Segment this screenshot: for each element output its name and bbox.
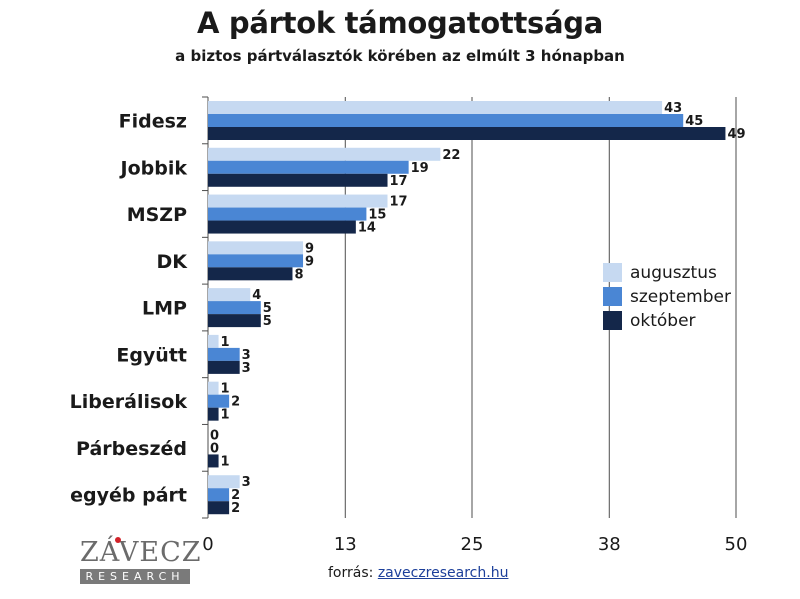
data-label-mszp-szeptember: 15 — [368, 208, 386, 223]
category-label-lmp: LMP — [142, 298, 187, 320]
data-label-egyutt-szeptember: 3 — [242, 348, 251, 363]
bar-jobbik-szeptember — [208, 160, 409, 174]
chart-subtitle: a biztos pártválasztók körében az elmúlt… — [175, 47, 625, 65]
bar-liberalisok-augusztus — [208, 381, 219, 395]
bar-egyutt-oktober — [208, 360, 240, 374]
bar-fidesz-oktober — [208, 127, 726, 140]
x-tick-label-38: 38 — [598, 534, 621, 555]
bar-egyutt-szeptember — [208, 347, 240, 361]
data-label-jobbik-szeptember: 19 — [411, 161, 429, 176]
x-tick-label-0: 0 — [202, 534, 213, 555]
legend-label-szeptember: szeptember — [630, 287, 731, 307]
data-label-egyeb-part-szeptember: 2 — [231, 488, 240, 503]
data-label-parbeszed-augusztus: 0 — [210, 428, 219, 443]
data-label-liberalisok-augusztus: 1 — [221, 382, 230, 397]
bar-mszp-augusztus — [208, 194, 388, 208]
data-label-mszp-augusztus: 17 — [390, 195, 408, 210]
zavecz-research-logo: ZÁVECZ RESEARCH — [80, 537, 202, 587]
bar-egyeb-part-oktober — [208, 501, 230, 515]
data-label-lmp-augusztus: 4 — [252, 288, 261, 303]
legend-label-oktober: október — [630, 311, 696, 331]
data-label-egyutt-oktober: 3 — [242, 361, 251, 376]
category-label-liberalisok: Liberálisok — [70, 391, 188, 413]
data-label-egyutt-augusztus: 1 — [221, 335, 230, 350]
source-link[interactable]: zaveczresearch.hu — [377, 565, 509, 581]
data-label-fidesz-szeptember: 45 — [685, 114, 703, 129]
bar-dk-szeptember — [208, 254, 304, 268]
data-label-dk-szeptember: 9 — [305, 254, 314, 269]
category-label-dk: DK — [157, 251, 189, 273]
x-tick-label-25: 25 — [461, 534, 484, 555]
legend-swatch-oktober — [603, 311, 622, 330]
category-label-mszp: MSZP — [127, 204, 187, 226]
legend-label-augusztus: augusztus — [630, 263, 717, 283]
data-label-parbeszed-szeptember: 0 — [210, 441, 219, 456]
bar-lmp-oktober — [208, 314, 261, 328]
data-label-liberalisok-oktober: 1 — [221, 408, 230, 423]
data-label-egyeb-part-oktober: 2 — [231, 501, 240, 516]
legend-swatch-augusztus — [603, 263, 622, 282]
bar-lmp-szeptember — [208, 301, 261, 315]
bar-parbeszed-oktober — [208, 454, 219, 468]
data-label-lmp-szeptember: 5 — [263, 301, 272, 316]
bar-dk-oktober — [208, 267, 293, 281]
category-label-fidesz: Fidesz — [119, 111, 187, 133]
data-label-liberalisok-szeptember: 2 — [231, 395, 240, 410]
logo-wordmark: ZÁVECZ — [80, 537, 202, 568]
data-label-mszp-oktober: 14 — [358, 221, 376, 236]
logo-red-dot — [115, 537, 121, 543]
data-label-fidesz-oktober: 49 — [727, 127, 745, 142]
data-label-jobbik-oktober: 17 — [390, 174, 408, 189]
data-label-egyeb-part-augusztus: 3 — [242, 475, 251, 490]
data-label-jobbik-augusztus: 22 — [442, 148, 460, 163]
bar-mszp-oktober — [208, 220, 356, 234]
category-label-egyutt: Együtt — [116, 344, 187, 366]
bar-egyeb-part-szeptember — [208, 488, 230, 502]
category-label-jobbik: Jobbik — [119, 157, 188, 179]
bar-egyeb-part-augusztus — [208, 475, 240, 489]
category-label-egyeb-part: egyéb párt — [70, 485, 187, 507]
bar-mszp-szeptember — [208, 207, 367, 221]
category-label-parbeszed: Párbeszéd — [76, 438, 187, 460]
data-label-dk-augusztus: 9 — [305, 241, 314, 256]
source-note: forrás: zaveczresearch.hu — [328, 565, 508, 581]
bar-liberalisok-oktober — [208, 407, 219, 421]
x-tick-label-50: 50 — [725, 534, 748, 555]
data-label-dk-oktober: 8 — [294, 267, 303, 282]
bar-jobbik-oktober — [208, 173, 388, 187]
bar-dk-augusztus — [208, 241, 304, 255]
data-label-lmp-oktober: 5 — [263, 314, 272, 329]
bar-fidesz-augusztus — [208, 101, 663, 114]
bar-egyutt-augusztus — [208, 334, 219, 348]
logo-research-band: RESEARCH — [80, 569, 190, 584]
data-label-parbeszed-oktober: 1 — [221, 454, 230, 469]
bar-jobbik-augusztus — [208, 147, 441, 161]
legend-swatch-szeptember — [603, 287, 622, 306]
bar-liberalisok-szeptember — [208, 394, 230, 408]
bar-fidesz-szeptember — [208, 114, 684, 127]
bar-lmp-augusztus — [208, 288, 251, 302]
source-label: forrás: — [328, 565, 374, 581]
x-tick-label-13: 13 — [334, 534, 357, 555]
data-label-fidesz-augusztus: 43 — [664, 101, 682, 116]
chart-title: A pártok támogatottsága — [196, 6, 603, 40]
